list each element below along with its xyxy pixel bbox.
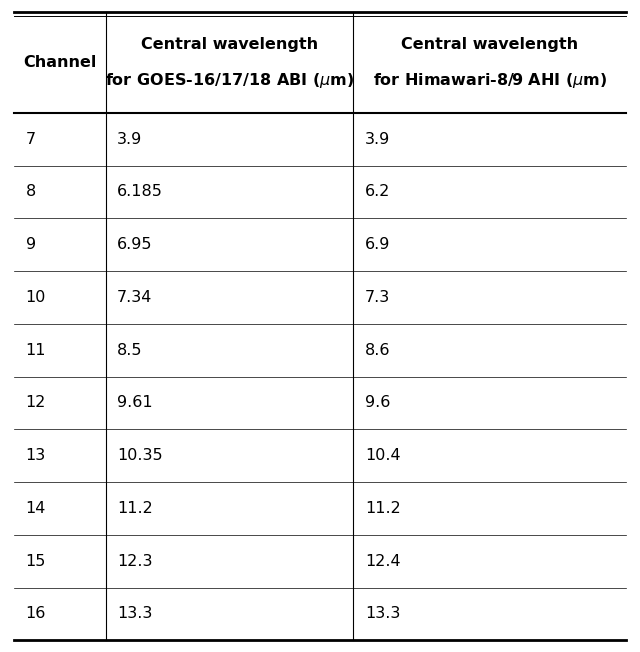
Text: 7: 7 (26, 132, 36, 147)
Text: for Himawari-8/9 AHI ($\mu$m): for Himawari-8/9 AHI ($\mu$m) (372, 71, 607, 90)
Text: 9: 9 (26, 237, 36, 252)
Text: 7.34: 7.34 (117, 290, 152, 305)
Text: 3.9: 3.9 (117, 132, 142, 147)
Text: 13: 13 (26, 448, 46, 463)
Text: 6.2: 6.2 (365, 185, 390, 200)
Text: 3.9: 3.9 (365, 132, 390, 147)
Text: for GOES-16/17/18 ABI ($\mu$m): for GOES-16/17/18 ABI ($\mu$m) (105, 71, 354, 90)
Text: 12: 12 (26, 395, 46, 410)
Text: 13.3: 13.3 (117, 606, 152, 621)
Text: 10.4: 10.4 (365, 448, 401, 463)
Text: 15: 15 (26, 554, 46, 569)
Text: 8.6: 8.6 (365, 343, 390, 358)
Text: 10: 10 (26, 290, 46, 305)
Text: 14: 14 (26, 501, 46, 516)
Text: Central wavelength: Central wavelength (401, 37, 578, 52)
Text: 11.2: 11.2 (117, 501, 153, 516)
Text: 12.4: 12.4 (365, 554, 401, 569)
Text: 13.3: 13.3 (365, 606, 400, 621)
Text: 9.6: 9.6 (365, 395, 390, 410)
Text: Central wavelength: Central wavelength (141, 37, 318, 52)
Text: 16: 16 (26, 606, 46, 621)
Text: 8: 8 (26, 185, 36, 200)
Text: 7.3: 7.3 (365, 290, 390, 305)
Text: 11.2: 11.2 (365, 501, 401, 516)
Text: Channel: Channel (23, 55, 97, 70)
Text: 6.95: 6.95 (117, 237, 152, 252)
Text: 10.35: 10.35 (117, 448, 163, 463)
Text: 6.185: 6.185 (117, 185, 163, 200)
Text: 11: 11 (26, 343, 46, 358)
Text: 9.61: 9.61 (117, 395, 153, 410)
Text: 12.3: 12.3 (117, 554, 152, 569)
Text: 8.5: 8.5 (117, 343, 143, 358)
Text: 6.9: 6.9 (365, 237, 390, 252)
